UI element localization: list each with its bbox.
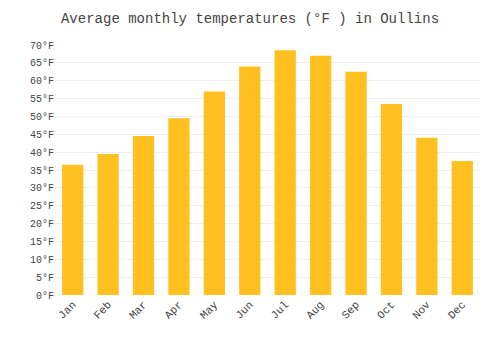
svg-text:Jul: Jul <box>269 299 291 321</box>
svg-text:Mar: Mar <box>127 299 149 321</box>
svg-text:45°F: 45°F <box>30 130 54 141</box>
svg-text:0°F: 0°F <box>36 291 54 302</box>
svg-text:55°F: 55°F <box>30 94 54 105</box>
svg-text:25°F: 25°F <box>30 201 54 212</box>
svg-text:Jun: Jun <box>233 299 255 321</box>
svg-text:10°F: 10°F <box>30 255 54 266</box>
svg-text:Nov: Nov <box>410 299 433 322</box>
svg-text:Sep: Sep <box>340 299 362 321</box>
svg-text:60°F: 60°F <box>30 76 54 87</box>
svg-text:Aug: Aug <box>304 299 326 321</box>
svg-text:Feb: Feb <box>92 299 114 321</box>
svg-text:35°F: 35°F <box>30 166 54 177</box>
svg-text:Apr: Apr <box>162 299 184 321</box>
svg-text:Jan: Jan <box>56 299 78 321</box>
svg-text:65°F: 65°F <box>30 58 54 69</box>
svg-text:15°F: 15°F <box>30 237 54 248</box>
svg-text:5°F: 5°F <box>36 273 54 284</box>
svg-text:Average monthly temperatures (: Average monthly temperatures (°F ) in Ou… <box>61 11 439 27</box>
svg-text:50°F: 50°F <box>30 112 54 123</box>
svg-text:30°F: 30°F <box>30 183 54 194</box>
svg-text:70°F: 70°F <box>30 41 54 52</box>
svg-text:May: May <box>198 299 221 322</box>
svg-text:Oct: Oct <box>375 299 397 321</box>
svg-text:40°F: 40°F <box>30 148 54 159</box>
svg-text:20°F: 20°F <box>30 219 54 230</box>
svg-text:Dec: Dec <box>446 299 468 321</box>
